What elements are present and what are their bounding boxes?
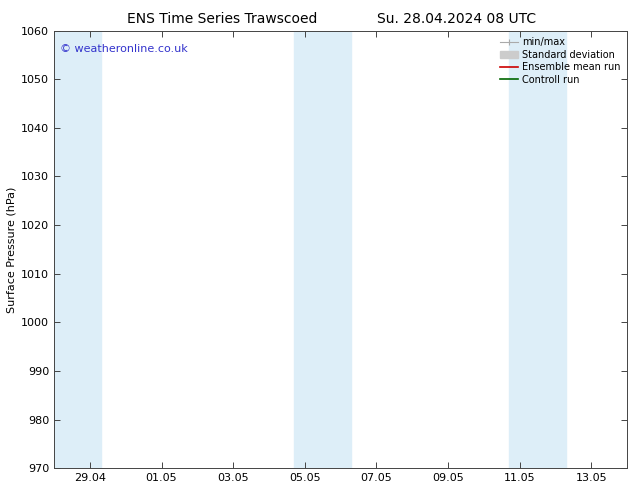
Bar	[509, 30, 566, 468]
Bar	[54, 30, 101, 468]
Legend: min/max, Standard deviation, Ensemble mean run, Controll run: min/max, Standard deviation, Ensemble me…	[498, 35, 622, 87]
Bar	[294, 30, 351, 468]
Text: Su. 28.04.2024 08 UTC: Su. 28.04.2024 08 UTC	[377, 12, 536, 26]
Text: ENS Time Series Trawscoed: ENS Time Series Trawscoed	[127, 12, 317, 26]
Text: © weatheronline.co.uk: © weatheronline.co.uk	[60, 44, 188, 54]
Y-axis label: Surface Pressure (hPa): Surface Pressure (hPa)	[7, 186, 17, 313]
